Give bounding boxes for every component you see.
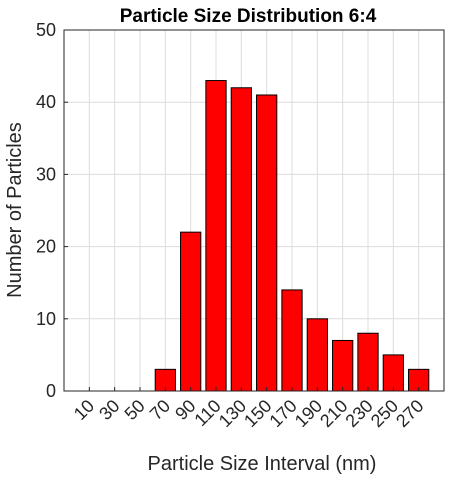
grid: [64, 29, 444, 392]
bar-150: [256, 94, 278, 392]
chart-title: Particle Size Distribution 6:4: [120, 6, 377, 27]
y-tick-label: 10: [36, 309, 56, 329]
bar-110: [205, 80, 227, 392]
bar-90: [180, 231, 202, 392]
bar-190: [306, 318, 328, 392]
bar-250: [382, 354, 404, 392]
y-tick-label: 30: [36, 164, 56, 184]
y-tick-label: 50: [36, 20, 56, 40]
y-axis-label: Number of Particles: [4, 122, 26, 298]
x-tick-label: 270: [392, 396, 427, 431]
y-tick-label: 40: [36, 92, 56, 112]
plot-frame: [63, 29, 445, 392]
y-axis: 0 10 20 30 40 50: [36, 20, 68, 401]
bar-230: [357, 332, 379, 392]
y-tick-label: 20: [36, 237, 56, 257]
x-axis-label: Particle Size Interval (nm): [148, 453, 377, 475]
bar-170: [281, 289, 303, 392]
bar-130: [230, 87, 252, 392]
y-tick-label: 0: [46, 381, 56, 401]
bar-210: [332, 339, 354, 392]
